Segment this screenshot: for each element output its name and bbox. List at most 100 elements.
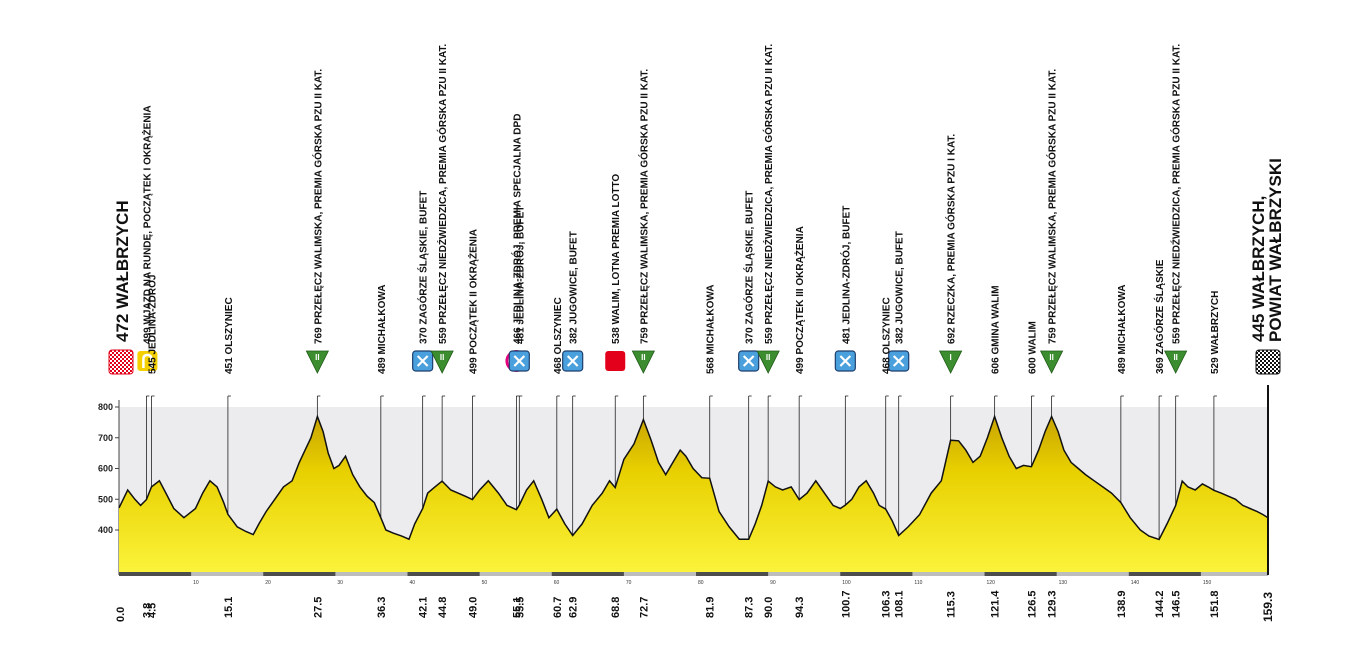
finish-flag-icon bbox=[1255, 349, 1281, 375]
scale-tick-label: 50 bbox=[482, 580, 488, 586]
scale-tick-label: 70 bbox=[626, 580, 632, 586]
route-point-label: 451 OLSZYNIEC bbox=[224, 297, 235, 374]
route-point-label: 538 WALIM, LOTNA PREMIA LOTTO bbox=[611, 174, 622, 344]
route-point-label: 370 ZAGÓRZE ŚLĄSKIE, BUFET bbox=[743, 191, 756, 344]
route-point-label: 481 JEDLINA-ZDRÓJ, BUFET bbox=[839, 206, 852, 344]
y-axis: 400 500 600 700 800 bbox=[98, 400, 120, 575]
km-distance-label: 42.1 bbox=[418, 597, 430, 618]
km-distance-label: 60.7 bbox=[552, 597, 564, 618]
km-distance-label: 15.1 bbox=[223, 597, 235, 618]
scale-bar-segment bbox=[984, 572, 1057, 576]
mountain-category-badge: II bbox=[766, 353, 770, 362]
start-label: 472 WAŁBRZYCH bbox=[113, 200, 132, 342]
feed-zone-cross bbox=[892, 355, 905, 367]
scale-tick-label: 110 bbox=[914, 580, 922, 586]
route-point-label: 499 POCZĄTEK II OKRĄŻENIA bbox=[466, 229, 479, 374]
mountain-category-badge: II bbox=[1049, 353, 1053, 362]
scale-tick-label: 120 bbox=[987, 580, 996, 586]
km-distance-label: 62.9 bbox=[568, 597, 580, 618]
feed-zone-cross bbox=[416, 355, 429, 367]
mountain-climb-icon bbox=[1164, 350, 1188, 374]
scale-tick-label: 100 bbox=[842, 580, 851, 586]
scale-bar-segment bbox=[696, 572, 769, 576]
km-distance-label: 55.5 bbox=[514, 597, 526, 618]
route-point-label: 466 JEDLINA-ZDRÓJ, PREMIA SPECJALNA DPD bbox=[510, 114, 523, 344]
scale-tick-label: 30 bbox=[337, 580, 343, 586]
finish-label-line-1: 445 WAŁBRZYCH, bbox=[1249, 196, 1268, 342]
km-distance-label: 100.7 bbox=[840, 590, 852, 618]
route-point-label: 606 GMINA WALIM bbox=[991, 285, 1002, 374]
finish-label-line-2: POWIAT WAŁBRZYSKI bbox=[1266, 158, 1285, 342]
route-point-label: 769 PRZEŁĘCZ WALIMSKA, PREMIA GÓRSKA PZU… bbox=[311, 69, 324, 344]
route-point-label: 489 MICHAŁKOWA bbox=[1117, 285, 1128, 374]
scale-tick-label: 150 bbox=[1203, 580, 1212, 586]
finish-km: 159.3 bbox=[1261, 592, 1275, 622]
km-distance-label: 108.1 bbox=[894, 590, 906, 618]
route-point-label: 559 PRZEŁĘCZ NIEDŹWIEDZICA, PREMIA GÓRSK… bbox=[762, 44, 775, 344]
mountain-climb-icon bbox=[1039, 350, 1064, 374]
mountain-climb-icon bbox=[305, 350, 329, 374]
feed-zone-cross bbox=[513, 355, 526, 367]
route-labels: 499 WJAZD NA RUNDĘ, POCZĄTEK I OKRĄŻENIA… bbox=[140, 44, 1221, 374]
scale-bar-segment bbox=[407, 572, 480, 576]
route-point-label: 499 WJAZD NA RUNDĘ, POCZĄTEK I OKRĄŻENIA bbox=[140, 105, 153, 344]
scale-tick-label: 140 bbox=[1131, 580, 1140, 586]
km-distance-label: 81.9 bbox=[705, 597, 717, 618]
route-point-label: 468 OLSZYNIEC bbox=[553, 297, 564, 374]
start-flag-icon bbox=[108, 349, 134, 375]
mountain-category-badge: II bbox=[1173, 353, 1177, 362]
feed-zone-cross bbox=[839, 355, 852, 367]
km-labels: 3.84.5 15.1 27.5 36.3 42.1 44.8 49.0 55.155.5 60… bbox=[141, 590, 1221, 618]
km-distance-label: 27.5 bbox=[312, 597, 324, 618]
km-distance-label: 129.3 bbox=[1047, 590, 1059, 618]
km-distance-label: 3.8 bbox=[141, 603, 153, 618]
mountain-climb-icon bbox=[756, 350, 780, 374]
start-block: 472 WAŁBRZYCH 0.0 bbox=[108, 200, 134, 622]
km-distance-label: 151.8 bbox=[1209, 590, 1221, 618]
route-point-label: 559 PRZEŁĘCZ NIEDŹWIEDZICA, PREMIA GÓRSK… bbox=[436, 44, 449, 344]
route-point-label: 481 JEDLINA-ZDRÓJ, BUFET bbox=[513, 206, 526, 344]
lap-arrow bbox=[142, 353, 153, 368]
route-point-label: 529 WAŁBRZYCH bbox=[1210, 291, 1221, 374]
route-point-label: 568 MICHAŁKOWA bbox=[706, 285, 717, 374]
route-point-label: 468 OLSZYNIEC bbox=[882, 297, 893, 374]
km-distance-label: 126.5 bbox=[1026, 590, 1038, 618]
route-point-label: 600 WALIM bbox=[1027, 321, 1038, 374]
km-distance-label: 68.8 bbox=[610, 597, 622, 618]
km-distance-label: 144.2 bbox=[1154, 590, 1166, 618]
scale-tick-label: 60 bbox=[554, 580, 560, 586]
km-distance-label: 115.3 bbox=[946, 591, 958, 618]
route-point-label: 499 POCZĄTEK III OKRĄŻENIA bbox=[793, 226, 806, 374]
y-tick-label: 500 bbox=[98, 494, 113, 504]
mountain-climb-icon bbox=[631, 350, 656, 374]
mountain-climb-icon bbox=[938, 350, 963, 374]
km-distance-label: 44.8 bbox=[437, 597, 449, 618]
route-icons: IIIISIIIIIIIII bbox=[137, 350, 1188, 374]
route-point-label: 382 JUGOWICE, BUFET bbox=[569, 231, 580, 344]
y-tick-label: 700 bbox=[98, 433, 113, 443]
route-point-label: 489 MICHAŁKOWA bbox=[377, 285, 388, 374]
km-distance-label: 55.1 bbox=[511, 597, 523, 618]
finish-block: 445 WAŁBRZYCH, POWIAT WAŁBRZYSKI 159.3 bbox=[1249, 158, 1285, 622]
km-distance-label: 146.5 bbox=[1171, 590, 1183, 618]
km-distance-label: 94.3 bbox=[794, 597, 806, 618]
y-tick-label: 600 bbox=[98, 464, 113, 474]
mountain-category-badge: II bbox=[440, 353, 444, 362]
scale-bar-segment bbox=[119, 572, 192, 576]
y-tick-label: 400 bbox=[98, 525, 113, 535]
route-point-label: 369 ZAGÓRZE ŚLĄSKIE bbox=[1153, 259, 1166, 374]
scale-bar-segment bbox=[263, 572, 336, 576]
profile-outline bbox=[118, 414, 1269, 541]
route-point-label: 370 ZAGÓRZE ŚLĄSKIE, BUFET bbox=[417, 191, 430, 344]
scale-bar-segment bbox=[840, 572, 913, 576]
y-tick-label: 800 bbox=[98, 402, 113, 412]
route-point-label: 545 JEDLINA-ZDRÓJ bbox=[146, 275, 159, 374]
km-distance-label: 49.0 bbox=[467, 597, 479, 618]
km-distance-label: 106.3 bbox=[881, 590, 893, 618]
scale-tick-label: 130 bbox=[1059, 580, 1068, 586]
start-km: 0.0 bbox=[115, 607, 127, 622]
km-distance-label: 72.7 bbox=[638, 597, 650, 618]
km-distance-label: 90.0 bbox=[763, 597, 775, 618]
